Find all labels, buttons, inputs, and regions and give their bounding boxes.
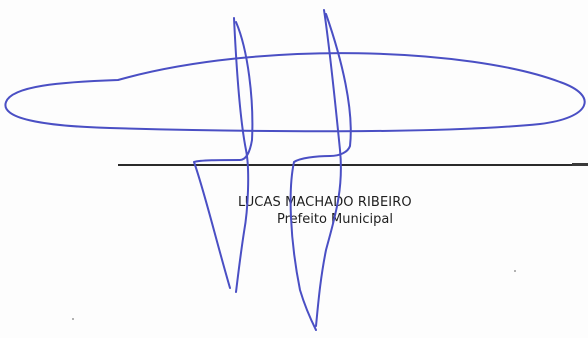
paper-speck [72, 318, 74, 320]
signature-line-end [572, 163, 588, 166]
signature-line [118, 164, 586, 166]
paper-speck [514, 270, 516, 272]
signer-name: LUCAS MACHADO RIBEIRO [238, 195, 412, 210]
